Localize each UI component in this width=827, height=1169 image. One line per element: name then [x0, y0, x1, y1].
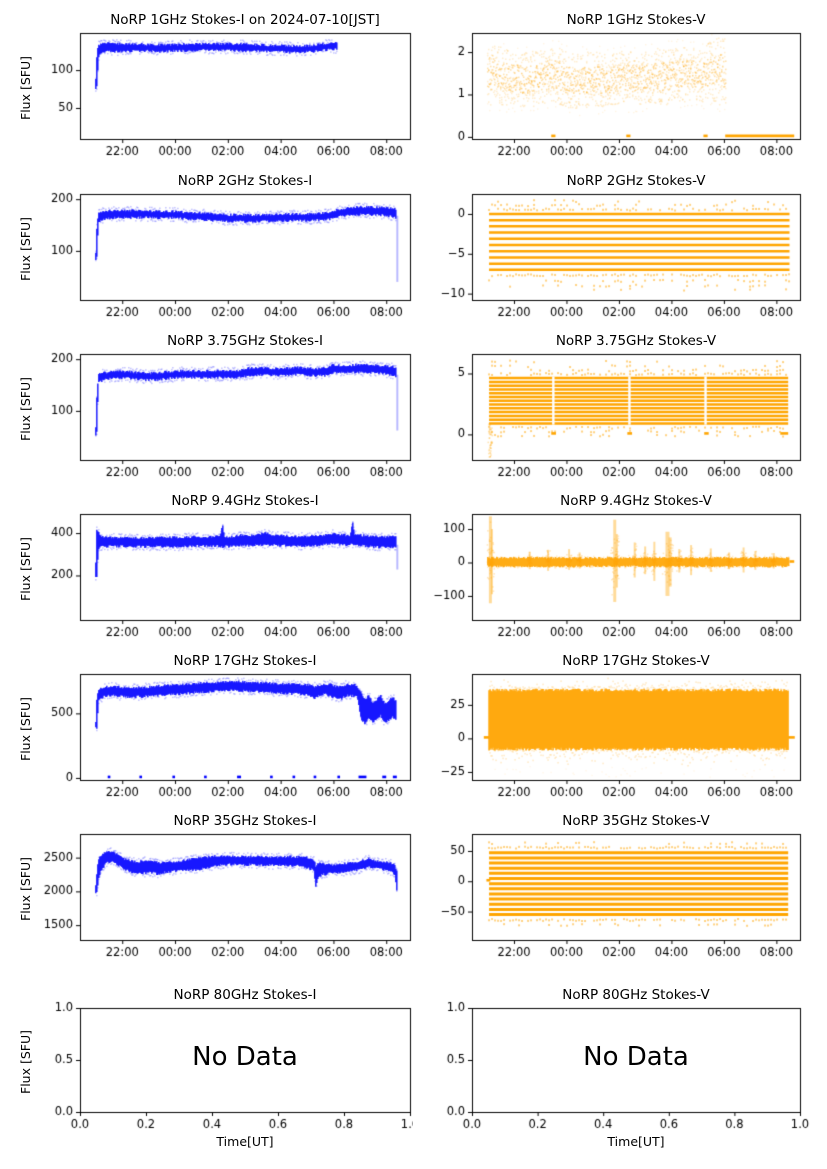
panel-title: NoRP 80GHz Stokes-I [173, 987, 317, 1003]
panel-1ghz-stokes-i: NoRP 1GHz Stokes-I on 2024-07-10[JST] Fl… [0, 0, 413, 166]
panel-80ghz-stokes-i: NoRP 80GHz Stokes-I Flux [SFU] No Data T… [0, 966, 413, 1169]
plot-canvas-9p4ghz-v [413, 486, 827, 646]
x-axis-label: Time[UT] [216, 1134, 274, 1149]
plot-canvas-3p75ghz-v [413, 326, 827, 486]
panel-title: NoRP 80GHz Stokes-V [562, 987, 710, 1003]
panel-title: NoRP 9.4GHz Stokes-I [171, 493, 319, 509]
plot-canvas-35ghz-v [413, 806, 827, 966]
no-data-text: No Data [583, 1042, 689, 1072]
panel-17ghz-stokes-i: NoRP 17GHz Stokes-I Flux [SFU] [0, 646, 413, 806]
panel-35ghz-stokes-i: NoRP 35GHz Stokes-I Flux [SFU] [0, 806, 413, 966]
panel-title: NoRP 35GHz Stokes-I [173, 813, 317, 829]
y-axis-label: Flux [SFU] [18, 217, 33, 281]
panel-35ghz-stokes-v: NoRP 35GHz Stokes-V [413, 806, 827, 966]
plot-canvas-3p75ghz-i [0, 326, 413, 486]
y-axis-label: Flux [SFU] [18, 697, 33, 761]
plot-canvas-80ghz-v [413, 966, 827, 1169]
x-axis-label: Time[UT] [607, 1134, 665, 1149]
plot-canvas-2ghz-i [0, 166, 413, 326]
plot-canvas-80ghz-i [0, 966, 413, 1169]
panel-80ghz-stokes-v: NoRP 80GHz Stokes-V No Data Time[UT] [413, 966, 827, 1169]
panel-title: NoRP 2GHz Stokes-V [566, 173, 706, 189]
panel-3p75ghz-stokes-v: NoRP 3.75GHz Stokes-V [413, 326, 827, 486]
panel-title: NoRP 17GHz Stokes-I [173, 653, 317, 669]
panel-title: NoRP 3.75GHz Stokes-V [555, 333, 717, 349]
panel-9p4ghz-stokes-i: NoRP 9.4GHz Stokes-I Flux [SFU] [0, 486, 413, 646]
plot-canvas-17ghz-i [0, 646, 413, 806]
panel-17ghz-stokes-v: NoRP 17GHz Stokes-V [413, 646, 827, 806]
y-axis-label: Flux [SFU] [18, 1030, 33, 1094]
panel-3p75ghz-stokes-i: NoRP 3.75GHz Stokes-I Flux [SFU] [0, 326, 413, 486]
y-axis-label: Flux [SFU] [18, 377, 33, 441]
panel-9p4ghz-stokes-v: NoRP 9.4GHz Stokes-V [413, 486, 827, 646]
plot-canvas-2ghz-v [413, 166, 827, 326]
panel-title: NoRP 2GHz Stokes-I [177, 173, 313, 189]
panel-title: NoRP 17GHz Stokes-V [562, 653, 710, 669]
panel-1ghz-stokes-v: NoRP 1GHz Stokes-V [413, 0, 827, 166]
plot-canvas-1ghz-i [0, 0, 413, 166]
y-axis-label: Flux [SFU] [18, 857, 33, 921]
panel-title: NoRP 3.75GHz Stokes-I [167, 333, 323, 349]
plot-canvas-9p4ghz-i [0, 486, 413, 646]
y-axis-label: Flux [SFU] [18, 56, 33, 120]
panel-2ghz-stokes-v: NoRP 2GHz Stokes-V [413, 166, 827, 326]
panel-2ghz-stokes-i: NoRP 2GHz Stokes-I Flux [SFU] [0, 166, 413, 326]
y-axis-label: Flux [SFU] [18, 537, 33, 601]
plot-canvas-17ghz-v [413, 646, 827, 806]
no-data-text: No Data [192, 1042, 298, 1072]
panel-title: NoRP 35GHz Stokes-V [562, 813, 710, 829]
plot-canvas-1ghz-v [413, 0, 827, 166]
panel-title: NoRP 1GHz Stokes-V [566, 12, 706, 28]
plot-canvas-35ghz-i [0, 806, 413, 966]
panel-title: NoRP 1GHz Stokes-I on 2024-07-10[JST] [110, 12, 380, 28]
panel-title: NoRP 9.4GHz Stokes-V [560, 493, 712, 509]
